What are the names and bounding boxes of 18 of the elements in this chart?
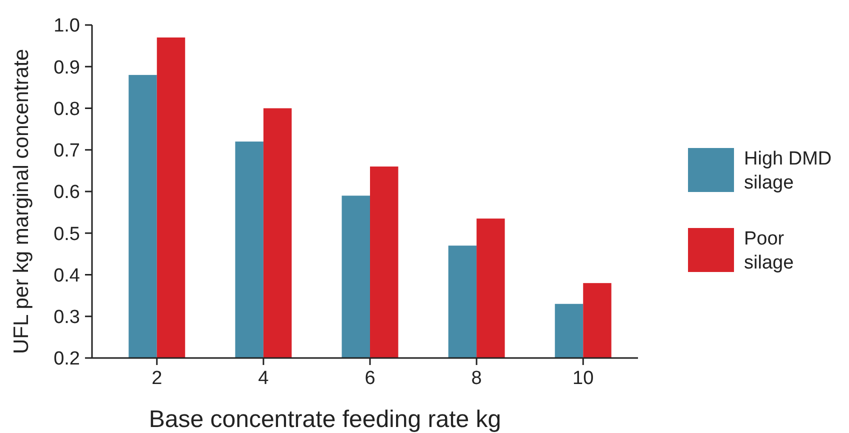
- y-tick-label: 0.9: [54, 57, 80, 78]
- x-axis-title: Base concentrate feeding rate kg: [148, 406, 502, 433]
- y-tick-label: 0.2: [54, 348, 80, 370]
- y-tick-label: 0.7: [54, 140, 80, 162]
- y-tick-label: 0.8: [54, 98, 80, 120]
- y-tick-label: 0.5: [54, 224, 80, 245]
- x-tick-label: 10: [572, 368, 594, 389]
- y-tick-label: 0.3: [54, 307, 80, 328]
- x-tick-label: 6: [364, 368, 376, 389]
- y-tick-label: 0.6: [54, 182, 80, 204]
- y-tick-label: 0.4: [54, 265, 80, 286]
- x-tick-label: 4: [258, 368, 270, 389]
- x-tick-label: 2: [152, 368, 162, 389]
- x-tick-label: 8: [471, 368, 482, 389]
- y-tick-label: 1.0: [54, 16, 80, 37]
- y-axis-title: UFL per kg marginal concentrate: [10, 48, 33, 354]
- legend-label: High DMD silage: [744, 148, 832, 194]
- legend-label: Poor silage: [744, 228, 794, 274]
